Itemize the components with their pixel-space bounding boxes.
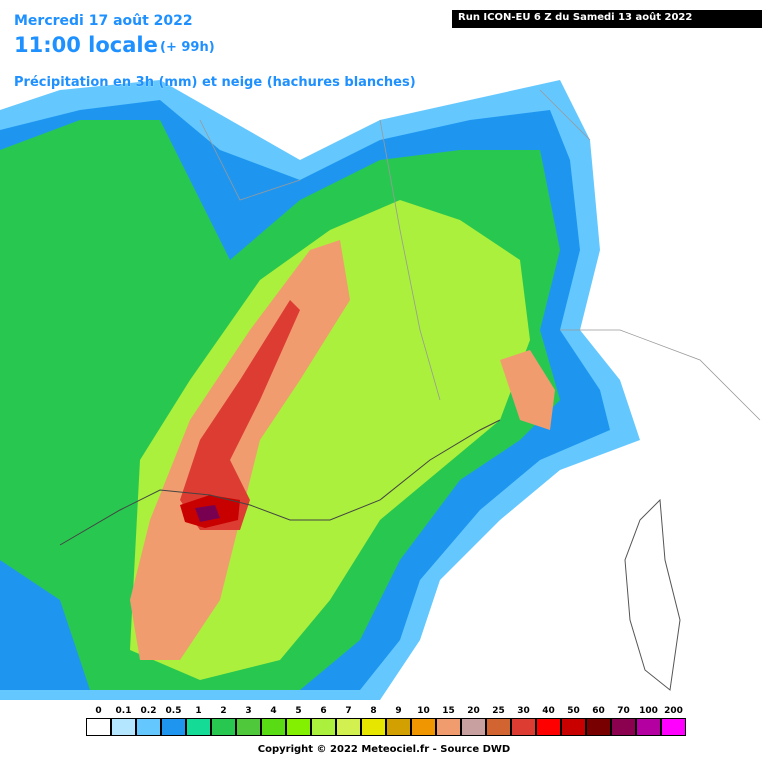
legend-swatch [386,718,411,736]
legend-label: 0.2 [140,706,157,716]
legend-swatch [286,718,311,736]
legend-item: 7 [336,704,361,736]
legend-item: 0.5 [161,704,186,736]
legend-label: 0 [95,706,102,716]
legend-swatch [436,718,461,736]
legend-swatch [611,718,636,736]
legend-item: 10 [411,704,436,736]
legend-label: 0.1 [115,706,132,716]
legend-item: 60 [586,704,611,736]
legend-label: 15 [442,706,455,716]
legend-item: 30 [511,704,536,736]
legend-swatch [161,718,186,736]
legend-label: 50 [567,706,580,716]
legend-swatch [636,718,661,736]
legend-swatch [486,718,511,736]
legend-item: 2 [211,704,236,736]
legend-swatch [311,718,336,736]
legend-item: 9 [386,704,411,736]
rain-zone-orange-east [500,350,555,430]
forecast-date: Mercredi 17 août 2022 [14,13,193,29]
legend-label: 8 [370,706,377,716]
legend-item: 200 [661,704,686,736]
legend-label: 3 [245,706,252,716]
legend-item: 8 [361,704,386,736]
legend-item: 25 [486,704,511,736]
legend-swatch [111,718,136,736]
run-info: Run ICON-EU 6 Z du Samedi 13 août 2022 [452,10,762,28]
legend-item: 0.2 [136,704,161,736]
legend-item: 0.1 [111,704,136,736]
legend-swatch [86,718,111,736]
legend-swatch [661,718,686,736]
legend-swatch [336,718,361,736]
legend-item: 6 [311,704,336,736]
legend-item: 0 [86,704,111,736]
legend-item: 40 [536,704,561,736]
parameter-title: Précipitation en 3h (mm) et neige (hachu… [14,75,416,90]
forecast-hour: 11:00 locale [14,33,158,57]
legend-item: 100 [636,704,661,736]
legend-label: 9 [395,706,402,716]
legend-item: 70 [611,704,636,736]
coastline [59,419,501,546]
legend-label: 100 [639,706,658,716]
rain-zone-red [180,300,300,530]
legend-item: 20 [461,704,486,736]
legend-swatch [536,718,561,736]
legend-item: 4 [261,704,286,736]
legend-item: 15 [436,704,461,736]
legend-item: 5 [286,704,311,736]
legend-label: 6 [320,706,327,716]
legend-item: 1 [186,704,211,736]
legend-swatch [361,718,386,736]
legend-label: 10 [417,706,430,716]
legend-label: 1 [195,706,202,716]
copyright: Copyright © 2022 Meteociel.fr - Source D… [257,744,511,755]
legend-label: 5 [295,706,302,716]
legend-label: 60 [592,706,605,716]
legend-label: 30 [517,706,530,716]
legend-swatch [261,718,286,736]
legend-label: 70 [617,706,630,716]
legend-swatch [561,718,586,736]
legend-swatch [211,718,236,736]
legend-label: 40 [542,706,555,716]
legend-label: 0.5 [165,706,182,716]
legend-swatch [586,718,611,736]
legend-item: 3 [236,704,261,736]
legend-label: 200 [664,706,683,716]
legend-label: 20 [467,706,480,716]
legend-swatch [236,718,261,736]
legend-swatch [411,718,436,736]
legend-label: 4 [270,706,277,716]
rain-zone-orange [130,240,350,660]
legend-swatch [461,718,486,736]
legend-label: 2 [220,706,227,716]
legend-swatch [136,718,161,736]
borders [199,89,761,421]
legend-label: 25 [492,706,505,716]
legend-label: 7 [345,706,352,716]
forecast-lead: (+ 99h) [160,40,215,55]
legend-item: 50 [561,704,586,736]
rain-zone-peak [195,505,220,522]
legend-swatch [511,718,536,736]
corsica [624,498,681,691]
legend-swatch [186,718,211,736]
